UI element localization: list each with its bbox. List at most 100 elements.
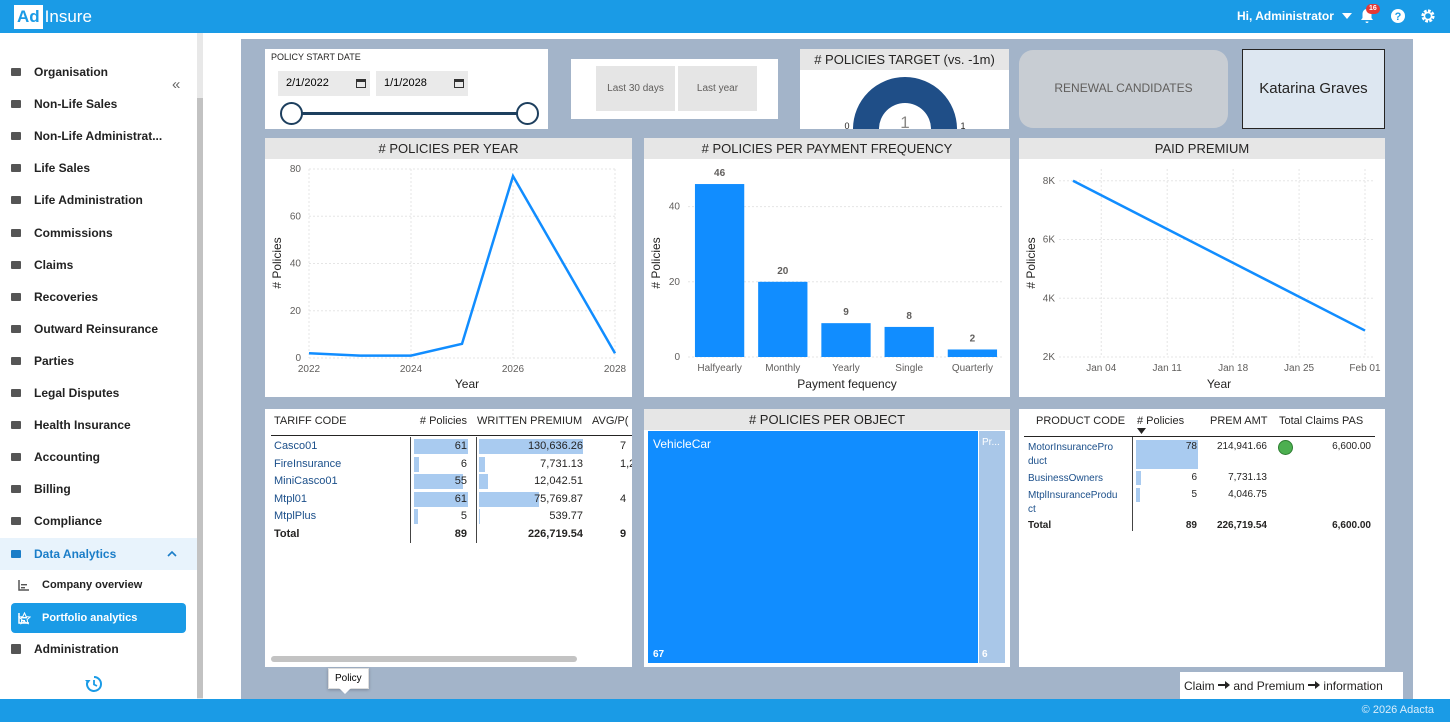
product-code-link[interactable]: MotorInsurancePro duct <box>1028 442 1114 467</box>
column-header[interactable]: WRITTEN PREMIUM <box>477 415 583 427</box>
help-icon[interactable]: ? <box>1389 7 1407 25</box>
series-line[interactable] <box>308 172 617 357</box>
column-header[interactable]: # Policies <box>419 415 467 427</box>
column-header[interactable]: TARIFF CODE <box>274 415 347 427</box>
gauge-value: 1 <box>900 113 909 129</box>
column-header[interactable]: Total Claims PAS <box>1279 415 1364 427</box>
range-handle-end[interactable] <box>516 102 539 125</box>
last-30-days-button[interactable]: Last 30 days <box>596 66 675 111</box>
policies-value: 61 <box>454 440 467 452</box>
column-header[interactable]: PRODUCT CODE <box>1036 415 1126 427</box>
line-chart-policies-per-year: 0 20 40 60 80 2022 2024 2026 2028 Year # Policies <box>270 164 627 391</box>
sidebar-item-administration[interactable]: Administration <box>0 633 197 665</box>
bar-halfyearly[interactable] <box>694 184 745 357</box>
header-divider <box>1024 436 1375 437</box>
recoveries-icon <box>11 292 21 301</box>
range-handle-start[interactable] <box>280 102 303 125</box>
bar-monthly[interactable] <box>758 281 808 357</box>
tariff-code-link[interactable]: Casco01 <box>274 440 318 452</box>
series-line[interactable] <box>1072 179 1366 332</box>
policies-databar <box>414 439 468 454</box>
date-to-input[interactable]: 1/1/2028 <box>376 71 468 96</box>
treemap-label: Pr... <box>982 437 1000 448</box>
policies-value: 6 <box>1191 472 1197 483</box>
sidebar-item-data-analytics[interactable]: Data Analytics <box>0 537 197 570</box>
billing-icon <box>11 485 21 494</box>
calendar-icon[interactable] <box>356 78 366 88</box>
gauge-max: 1 <box>960 121 965 129</box>
treemap-tile-other[interactable]: Pr... 6 <box>979 431 1005 663</box>
product-code-link[interactable]: BusinessOwners <box>1028 473 1104 484</box>
renewal-candidates-button[interactable]: RENEWAL CANDIDATES <box>1019 50 1228 128</box>
history-icon[interactable] <box>85 675 103 693</box>
column-header[interactable]: # Policies <box>1137 415 1185 427</box>
treemap-label: VehicleCar <box>653 437 712 451</box>
svg-text:?: ? <box>1395 11 1402 23</box>
date-from-input[interactable]: 2/1/2022 <box>278 71 370 96</box>
product-code-link[interactable]: MtplInsuranceProdu ct <box>1028 490 1118 515</box>
y-tick-label: 60 <box>290 211 302 222</box>
bar-single[interactable] <box>884 326 934 357</box>
arrow-right-icon <box>1308 681 1321 689</box>
sidebar-item-legal-disputes[interactable]: Legal Disputes <box>0 377 197 409</box>
calendar-icon[interactable] <box>454 78 464 88</box>
x-axis-title: Payment fequency <box>797 377 896 391</box>
sort-desc-icon[interactable] <box>1137 428 1146 434</box>
sidebar-item-life-administration[interactable]: Life Administration <box>0 184 197 216</box>
y-tick-label: 20 <box>669 277 681 288</box>
tariff-code-link[interactable]: FireInsurance <box>274 457 342 470</box>
tariff-code-link[interactable]: Mtpl01 <box>274 492 308 505</box>
accounting-icon <box>11 453 21 462</box>
adinsure-logo[interactable]: Ad Insure <box>14 4 92 29</box>
sidebar-item-non-life-administrat[interactable]: Non-Life Administrat... <box>0 120 197 152</box>
sidebar-item-commissions[interactable]: Commissions <box>0 217 197 249</box>
gear-icon[interactable] <box>1419 7 1437 25</box>
sidebar-item-recoveries[interactable]: Recoveries <box>0 281 197 313</box>
sidebar-item-claims[interactable]: Claims <box>0 249 197 281</box>
bar-quarterly[interactable] <box>947 349 998 357</box>
visual-title: PAID PREMIUM <box>1019 138 1385 159</box>
sidebar-subitem-portfolio-analytics[interactable]: Portfolio analytics <box>11 603 186 633</box>
chevron-up-icon[interactable] <box>166 548 178 560</box>
policies-databar <box>1136 471 1141 485</box>
claim-premium-info-link[interactable]: Claim and Premium information <box>1180 672 1403 700</box>
bar-yearly[interactable] <box>821 323 871 357</box>
column-header[interactable]: PREM AMT <box>1210 415 1268 427</box>
sidebar-item-accounting[interactable]: Accounting <box>0 441 197 473</box>
sidebar-item-non-life-sales[interactable]: Non-Life Sales <box>0 88 197 120</box>
x-axis-title: Year <box>1207 377 1231 391</box>
y-tick-label: 0 <box>295 353 301 364</box>
compliance-icon <box>11 517 21 526</box>
column-header[interactable]: AVG/P( <box>592 415 629 427</box>
sidebar-item-compliance[interactable]: Compliance <box>0 505 197 537</box>
sidebar-scrollbar[interactable] <box>197 33 203 699</box>
sidebar-item-label: Recoveries <box>34 289 99 304</box>
sidebar-subitem-company-overview[interactable]: Company overview <box>0 570 197 600</box>
sidebar-item-health-insurance[interactable]: Health Insurance <box>0 409 197 441</box>
notification-badge: 16 <box>1366 4 1380 14</box>
scrollbar-thumb[interactable] <box>197 98 203 698</box>
horizontal-scrollbar[interactable] <box>271 656 577 662</box>
visual-title: # POLICIES PER YEAR <box>265 138 632 159</box>
policy-start-date-slicer: POLICY START DATE 2/1/2022 1/1/2028 <box>265 49 548 129</box>
sidebar-item-label: Claims <box>34 257 74 272</box>
x-tick-label: 2022 <box>298 364 321 375</box>
user-menu[interactable]: Hi, Administrator <box>1237 9 1352 23</box>
x-tick-label: 2026 <box>502 364 525 375</box>
sidebar-item-parties[interactable]: Parties <box>0 345 197 377</box>
collapse-sidebar-icon[interactable]: « <box>172 76 181 93</box>
slicer-label: POLICY START DATE <box>271 52 361 62</box>
star-icon[interactable] <box>18 611 31 625</box>
tariff-code-link[interactable]: MiniCasco01 <box>274 475 338 488</box>
treemap-tile-vehiclecar[interactable]: VehicleCar 67 <box>648 431 978 663</box>
last-year-button[interactable]: Last year <box>678 66 757 111</box>
premium-databar <box>479 491 540 507</box>
sidebar-item-organisation[interactable]: Organisation <box>0 56 197 88</box>
sidebar-item-life-sales[interactable]: Life Sales <box>0 152 197 184</box>
sidebar-item-outward-reinsurance[interactable]: Outward Reinsurance <box>0 313 197 345</box>
tariff-code-link[interactable]: MtplPlus <box>274 510 317 523</box>
sidebar-item-label: Parties <box>34 353 75 368</box>
tooltip: Policy <box>328 668 369 694</box>
total-claims: 6,600.00 <box>1332 520 1371 531</box>
sidebar-item-billing[interactable]: Billing <box>0 473 197 505</box>
